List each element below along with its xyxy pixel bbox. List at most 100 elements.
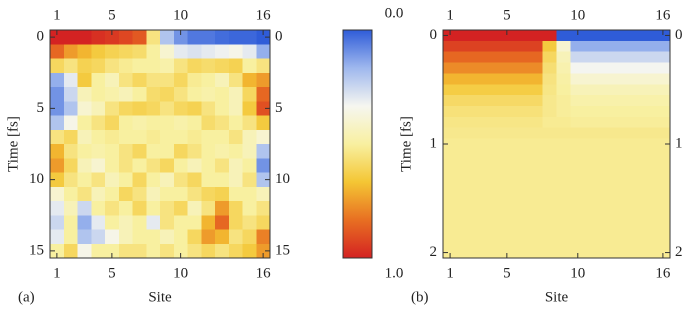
heatmap-cell: [63, 72, 78, 88]
heatmap-cell: [105, 201, 120, 216]
heatmap-cell: [513, 149, 529, 161]
heatmap-cell: [570, 192, 586, 205]
x-tick-label: 5: [503, 265, 511, 281]
heatmap-cell: [570, 214, 586, 226]
heatmap-cell: [513, 30, 529, 42]
heatmap-cell: [77, 44, 92, 59]
heatmap-cell: [63, 172, 78, 188]
heatmap-cell: [173, 215, 188, 230]
heatmap-cell: [584, 149, 600, 161]
plot-frame: [49, 29, 271, 259]
heatmap-cell: [160, 44, 175, 59]
heatmap-cell: [105, 215, 120, 230]
heatmap-cell: [599, 160, 614, 172]
heatmap-cell: [528, 95, 543, 107]
heatmap-cell: [556, 73, 572, 85]
heatmap-cell: [91, 172, 106, 188]
heatmap-cell: [443, 62, 458, 74]
heatmap-cell: [584, 236, 600, 248]
heatmap-cell: [613, 247, 628, 259]
heatmap-cell: [63, 58, 78, 74]
heatmap-cell: [528, 160, 543, 172]
heatmap-cell: [627, 182, 643, 194]
heatmap-cell: [242, 44, 257, 59]
heatmap-cell: [599, 182, 614, 194]
heatmap-cell: [201, 144, 216, 159]
heatmap-cell: [570, 138, 586, 150]
heatmap-cell: [655, 62, 671, 74]
heatmap-cell: [228, 72, 243, 88]
heatmap-cell: [499, 62, 515, 74]
heatmap-cell: [655, 84, 671, 96]
heatmap-cell: [599, 236, 614, 248]
panel-label: (b): [411, 289, 429, 305]
heatmap-cell: [105, 44, 120, 59]
heatmap-cell: [599, 62, 614, 74]
heatmap-cell: [485, 192, 501, 205]
heatmap-cell: [215, 30, 230, 45]
heatmap-cell: [77, 115, 92, 131]
heatmap-cell: [528, 62, 543, 74]
heatmap-cell: [132, 101, 147, 116]
heatmap-cell: [118, 30, 133, 45]
heatmap-cell: [485, 149, 501, 161]
heatmap-cell: [77, 201, 92, 216]
heatmap-cell: [187, 229, 202, 245]
heatmap-cell: [613, 192, 628, 205]
heatmap-cell: [201, 229, 216, 245]
heatmap-cell: [471, 203, 486, 215]
heatmap-cell: [443, 203, 458, 215]
heatmap-cell: [201, 87, 216, 102]
heatmap-cell: [132, 87, 147, 102]
heatmap-cell: [613, 182, 628, 194]
heatmap-cell: [641, 127, 657, 139]
heatmap-cell: [443, 138, 458, 150]
heatmap-cell: [471, 171, 486, 183]
heatmap-cell: [228, 201, 243, 216]
heatmap-cell: [542, 62, 557, 74]
heatmap-cell: [457, 160, 472, 172]
heatmap-cell: [457, 203, 472, 215]
heatmap-cell: [641, 51, 657, 63]
heatmap-cell: [485, 73, 501, 85]
x-axis-label: Site: [148, 289, 172, 305]
heatmap-cell: [228, 243, 243, 259]
heatmap-cell: [542, 40, 557, 53]
heatmap-cell: [627, 138, 643, 150]
heatmap-cell: [499, 247, 515, 259]
heatmap-cell: [77, 243, 92, 259]
heatmap-cell: [242, 72, 257, 88]
heatmap-cell: [118, 72, 133, 88]
heatmap-cell: [570, 51, 586, 63]
heatmap-cell: [655, 40, 671, 53]
heatmap-cell: [584, 160, 600, 172]
heatmap-cell: [556, 203, 572, 215]
heatmap-cell: [485, 160, 501, 172]
heatmap-cell: [105, 172, 120, 188]
heatmap-cell: [91, 72, 106, 88]
heatmap-cell: [627, 247, 643, 259]
heatmap-cell: [105, 129, 120, 145]
heatmap-cell: [91, 215, 106, 230]
heatmap-cell: [256, 215, 271, 230]
heatmap-cell: [599, 192, 614, 205]
heatmap-cell: [187, 115, 202, 131]
heatmap-cell: [485, 127, 501, 139]
heatmap-cell: [443, 192, 458, 205]
heatmap-cell: [63, 44, 78, 59]
heatmap-cell: [542, 182, 557, 194]
heatmap-cell: [146, 87, 161, 102]
heatmap-cell: [173, 229, 188, 245]
heatmap-cell: [443, 40, 458, 53]
heatmap-cell: [457, 95, 472, 107]
heatmap-cell: [215, 229, 230, 245]
heatmap-cell: [228, 44, 243, 59]
heatmap-cells: [443, 30, 671, 259]
heatmap-cell: [146, 44, 161, 59]
heatmap-cell: [173, 101, 188, 116]
heatmap-cell: [556, 116, 572, 129]
heatmap-cell: [513, 192, 529, 205]
heatmap-cell: [584, 73, 600, 85]
heatmap-cell: [457, 236, 472, 248]
heatmap-cell: [556, 40, 572, 53]
